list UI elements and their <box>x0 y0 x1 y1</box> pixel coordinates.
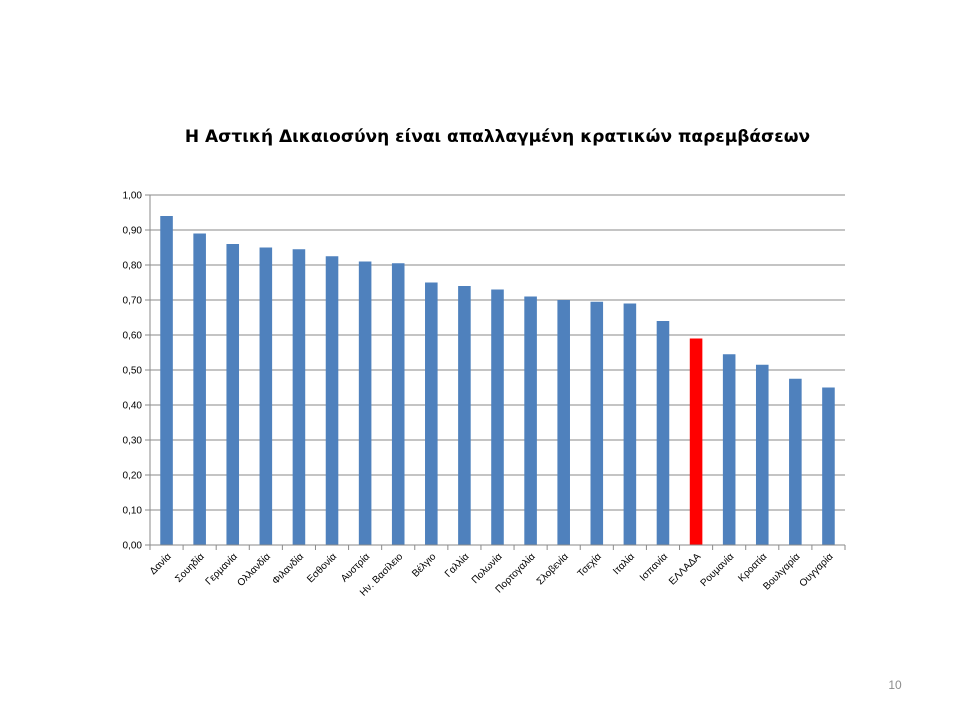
bar <box>524 296 537 545</box>
bar <box>292 249 306 545</box>
y-tick-label: 0,40 <box>123 401 143 412</box>
y-tick-label: 0,00 <box>123 541 143 552</box>
y-tick-label: 0,90 <box>123 226 143 237</box>
bars <box>160 216 835 545</box>
bar <box>259 247 273 545</box>
y-tick-label: 0,50 <box>123 366 143 377</box>
bar <box>623 303 637 545</box>
page-number: 10 <box>888 678 902 692</box>
x-tick-label: Ισπανία <box>637 550 670 583</box>
axes <box>149 195 846 550</box>
bar <box>193 233 206 545</box>
x-tick-label: Σουηδία <box>173 550 207 584</box>
x-tick-label: Βέλγιο <box>409 550 438 579</box>
bar <box>755 364 769 545</box>
bar <box>458 286 471 545</box>
bar <box>656 321 670 545</box>
y-tick-label: 0,20 <box>123 471 143 482</box>
bar <box>358 261 372 545</box>
x-tick-label: Ρουμανία <box>698 550 737 589</box>
bar <box>590 301 604 545</box>
x-tick-label: Σλοβενία <box>534 550 571 587</box>
chart-title: Η Αστική Δικαιοσύνη είναι απαλλαγμένη κρ… <box>184 127 811 147</box>
y-axis-ticks: 0,00 0,10 0,20 0,30 0,40 0,50 0,60 0,70 0,80 0,90… <box>123 191 150 552</box>
bar <box>491 289 504 545</box>
x-tick-label: Ολλανδία <box>235 550 273 588</box>
bar <box>325 256 339 545</box>
x-tick-label: Ουγγαρία <box>797 550 836 589</box>
bar <box>822 387 835 545</box>
y-tick-label: 0,30 <box>123 436 143 447</box>
bar <box>789 378 802 545</box>
x-tick-label: Κροατία <box>736 550 770 584</box>
y-tick-label: 0,70 <box>123 296 143 307</box>
bar <box>160 216 173 545</box>
bar <box>425 282 438 545</box>
bar <box>689 338 703 545</box>
x-tick-label: Ιταλία <box>611 550 638 577</box>
x-tick-label: Γερμανία <box>203 550 240 587</box>
x-tick-label: Εσθονία <box>305 550 340 585</box>
x-tick-label: Τσεχία <box>575 550 604 579</box>
x-tick-label: Δανία <box>147 550 174 577</box>
x-tick-label: Γαλλία <box>442 550 471 579</box>
bar <box>722 354 736 545</box>
y-tick-label: 0,60 <box>123 331 143 342</box>
x-tick-label: Αυστρία <box>338 550 372 584</box>
y-tick-label: 0,80 <box>123 261 143 272</box>
y-tick-label: 0,10 <box>123 506 143 517</box>
bar <box>391 263 405 545</box>
bar <box>557 300 570 545</box>
bar <box>226 244 240 545</box>
x-tick-label: ΕΛΛΑΔΑ <box>667 551 703 587</box>
x-tick-label: Φιλανδία <box>270 550 306 586</box>
y-tick-label: 1,00 <box>123 191 143 202</box>
